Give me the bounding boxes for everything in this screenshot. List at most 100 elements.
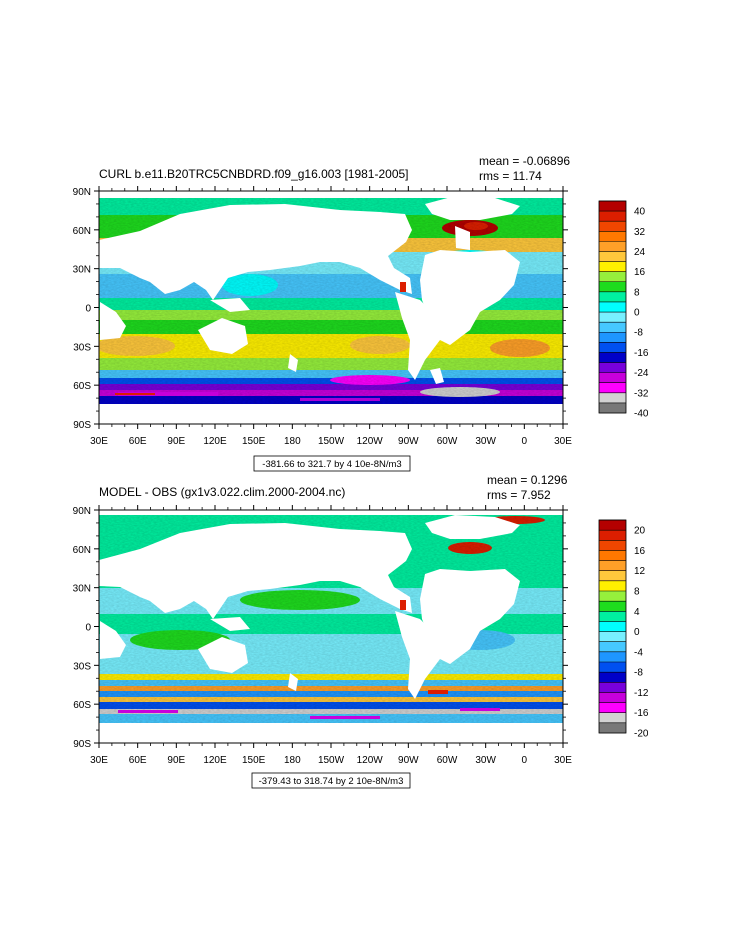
- panel-2-map: [99, 510, 563, 743]
- panel-1-rms: rms = 11.74: [479, 169, 542, 183]
- panel-2-lon-tick-label: 150E: [242, 755, 266, 766]
- colorbar-swatch: [599, 352, 626, 363]
- colorbar-label: 16: [634, 546, 646, 557]
- panel-1-lon-tick-label: 120E: [203, 436, 227, 447]
- colorbar-swatch: [599, 231, 626, 242]
- panel-2-title: MODEL - OBS (gx1v3.022.clim.2000-2004.nc…: [99, 485, 345, 499]
- panel-2: MODEL - OBS (gx1v3.022.clim.2000-2004.nc…: [73, 473, 649, 789]
- panel-1-lon-tick-label: 150W: [318, 436, 345, 447]
- panel-2-lat-tick-label: 90N: [73, 506, 91, 517]
- panel-2-lat-tick-label: 30N: [73, 584, 91, 595]
- colorbar-swatch: [599, 372, 626, 384]
- panel-1-lat-tick-label: 60N: [73, 226, 91, 237]
- colorbar-swatch: [599, 241, 626, 252]
- colorbar-label: 32: [634, 227, 646, 238]
- colorbar-swatch: [599, 702, 626, 714]
- panel-1-title: CURL b.e11.B20TRC5CNBDRD.f09_g16.003 [19…: [99, 167, 409, 181]
- panel-2-lon-tick-label: 60E: [129, 755, 147, 766]
- colorbar-swatch: [599, 682, 626, 693]
- panel-2-lon-tick-label: 120W: [357, 755, 384, 766]
- panel-2-lat-tick-label: 60S: [73, 700, 91, 711]
- colorbar-label: -4: [634, 647, 643, 658]
- colorbar-swatch: [599, 261, 626, 272]
- panel-2-axes: 90N 60N 30N 0 30S 60S 90S 30E 60E 90E 120E 150E 180 1…: [73, 505, 572, 766]
- colorbar-swatch: [599, 530, 626, 541]
- colorbar-swatch: [599, 392, 626, 404]
- panel-1-lat-tick-label: 0: [85, 304, 91, 315]
- panel-1-axes: 90N 60N 30N 0 30S 60S 90S 30E 60E 90E 120E 150E 180 1…: [73, 186, 572, 447]
- panel-2-lon-tick-label: 30E: [90, 755, 108, 766]
- colorbar-label: 20: [634, 526, 646, 537]
- panel-1-lon-tick-label: 120W: [357, 436, 384, 447]
- colorbar-swatch: [599, 692, 626, 703]
- colorbar-label: 40: [634, 207, 646, 218]
- colorbar-swatch: [599, 550, 626, 561]
- panel-2-lat-tick-label: 30S: [73, 661, 91, 672]
- colorbar-label: -16: [634, 708, 649, 719]
- colorbar-swatch: [599, 211, 626, 222]
- panel-2-colorbar: 20 16 12 8 4 0 -4 -8 -12 -16 -20: [598, 519, 649, 740]
- panel-1-lon-tick-label: 180: [284, 436, 301, 447]
- panel-1-lat-tick-label: 60S: [73, 381, 91, 392]
- colorbar-label: -16: [634, 348, 649, 359]
- panel-2-lon-tick-label: 90W: [398, 755, 419, 766]
- panel-2-lon-tick-label: 60W: [437, 755, 458, 766]
- colorbar-swatch: [599, 322, 626, 333]
- panel-1-lon-tick-label: 150E: [242, 436, 266, 447]
- panel-2-land: [99, 510, 563, 743]
- colorbar-swatch: [599, 621, 626, 632]
- panel-2-lat-tick-label: 90S: [73, 739, 91, 750]
- colorbar-label: 16: [634, 267, 646, 278]
- colorbar-swatch: [599, 332, 626, 343]
- colorbar-swatch: [599, 540, 626, 551]
- panel-2-range-label: -379.43 to 318.74 by 2 10e-8N/m3: [259, 776, 404, 787]
- colorbar-swatch: [599, 312, 626, 323]
- colorbar-swatch: [599, 560, 626, 572]
- colorbar-label: -8: [634, 668, 643, 679]
- colorbar-swatch: [599, 580, 626, 592]
- colorbar-label: 0: [634, 308, 640, 319]
- panel-1-land: [99, 191, 563, 424]
- colorbar-swatch: [599, 712, 626, 724]
- panel-1-mean: mean = -0.06896: [479, 154, 570, 168]
- colorbar-label: 24: [634, 247, 646, 258]
- colorbar-label: -8: [634, 328, 643, 339]
- panel-2-range-box: -379.43 to 318.74 by 2 10e-8N/m3: [251, 772, 411, 789]
- colorbar-label: 12: [634, 566, 646, 577]
- panel-1-lat-tick-label: 30S: [73, 342, 91, 353]
- panel-2-lat-tick-label: 60N: [73, 545, 91, 556]
- panel-1-lon-tick-label: 90E: [167, 436, 185, 447]
- panel-1-map: [99, 191, 563, 424]
- panel-2-lon-tick-label: 90E: [167, 755, 185, 766]
- panel-2-lat-tick-label: 0: [85, 623, 91, 634]
- panel-1-lon-tick-label: 60E: [129, 436, 147, 447]
- colorbar-swatch: [599, 382, 626, 394]
- panel-2-lon-tick-label: 180: [284, 755, 301, 766]
- panel-1-lon-tick-label: 30E: [554, 436, 572, 447]
- panel-1-lon-tick-label: 0: [522, 436, 528, 447]
- colorbar-label: 8: [634, 587, 640, 598]
- panel-2-rms: rms = 7.952: [487, 488, 551, 502]
- panel-1-colorbar: 40 32 24 16 8 0 -8 -16 -24 -32 -40: [598, 200, 649, 420]
- colorbar-swatch: [599, 641, 626, 653]
- panel-1: CURL b.e11.B20TRC5CNBDRD.f09_g16.003 [19…: [73, 154, 649, 472]
- colorbar-swatch: [599, 591, 626, 602]
- panel-1-lat-tick-label: 90N: [73, 187, 91, 198]
- panel-2-lon-tick-label: 30E: [554, 755, 572, 766]
- panel-1-lon-tick-label: 60W: [437, 436, 458, 447]
- colorbar-label: -24: [634, 368, 649, 379]
- colorbar-swatch: [599, 601, 626, 612]
- panel-1-lat-tick-label: 90S: [73, 420, 91, 431]
- colorbar-label: -20: [634, 729, 649, 740]
- colorbar-swatch: [599, 520, 626, 531]
- colorbar-swatch: [599, 611, 626, 622]
- colorbar-label: 4: [634, 607, 640, 618]
- panel-2-lon-tick-label: 0: [522, 755, 528, 766]
- colorbar-swatch: [599, 570, 626, 582]
- panel-2-lon-tick-label: 30W: [475, 755, 496, 766]
- colorbar-swatch: [599, 301, 626, 313]
- panel-2-lon-tick-label: 150W: [318, 755, 345, 766]
- colorbar-swatch: [599, 362, 626, 373]
- panel-2-mean: mean = 0.1296: [487, 473, 568, 487]
